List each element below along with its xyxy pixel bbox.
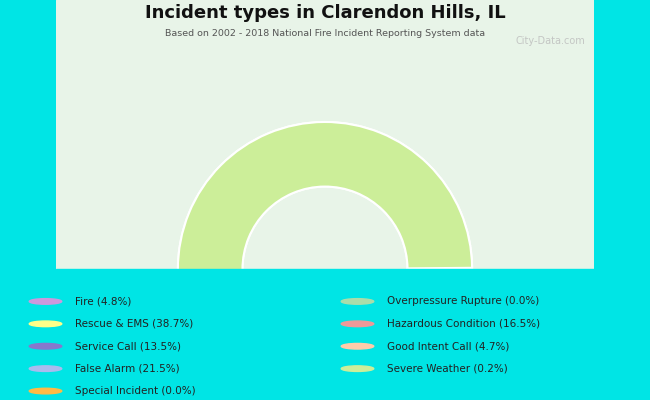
Text: Service Call (13.5%): Service Call (13.5%) [75,341,181,351]
Text: Special Incident (0.0%): Special Incident (0.0%) [75,386,196,396]
Text: City-Data.com: City-Data.com [515,36,585,46]
Text: Good Intent Call (4.7%): Good Intent Call (4.7%) [387,341,509,351]
Wedge shape [180,125,307,256]
Circle shape [29,344,62,349]
Wedge shape [178,248,243,268]
Text: Overpressure Rupture (0.0%): Overpressure Rupture (0.0%) [387,296,539,306]
Wedge shape [178,122,472,400]
Text: Hazardous Condition (16.5%): Hazardous Condition (16.5%) [387,319,540,329]
Circle shape [29,388,62,394]
Text: Fire (4.8%): Fire (4.8%) [75,296,131,306]
Wedge shape [390,178,470,256]
Wedge shape [407,248,472,268]
Circle shape [29,321,62,327]
Bar [56,269,594,296]
Text: Severe Weather (0.2%): Severe Weather (0.2%) [387,364,508,374]
Text: Rescue & EMS (38.7%): Rescue & EMS (38.7%) [75,319,193,329]
Circle shape [341,344,374,349]
Text: Based on 2002 - 2018 National Fire Incident Reporting System data: Based on 2002 - 2018 National Fire Incid… [165,29,485,38]
Circle shape [341,321,374,327]
Wedge shape [344,126,439,217]
Text: Incident types in Clarendon Hills, IL: Incident types in Clarendon Hills, IL [145,4,505,22]
Circle shape [341,299,374,304]
Circle shape [29,299,62,304]
Text: False Alarm (21.5%): False Alarm (21.5%) [75,364,179,374]
Circle shape [29,366,62,372]
Circle shape [341,366,374,372]
Wedge shape [296,122,356,188]
